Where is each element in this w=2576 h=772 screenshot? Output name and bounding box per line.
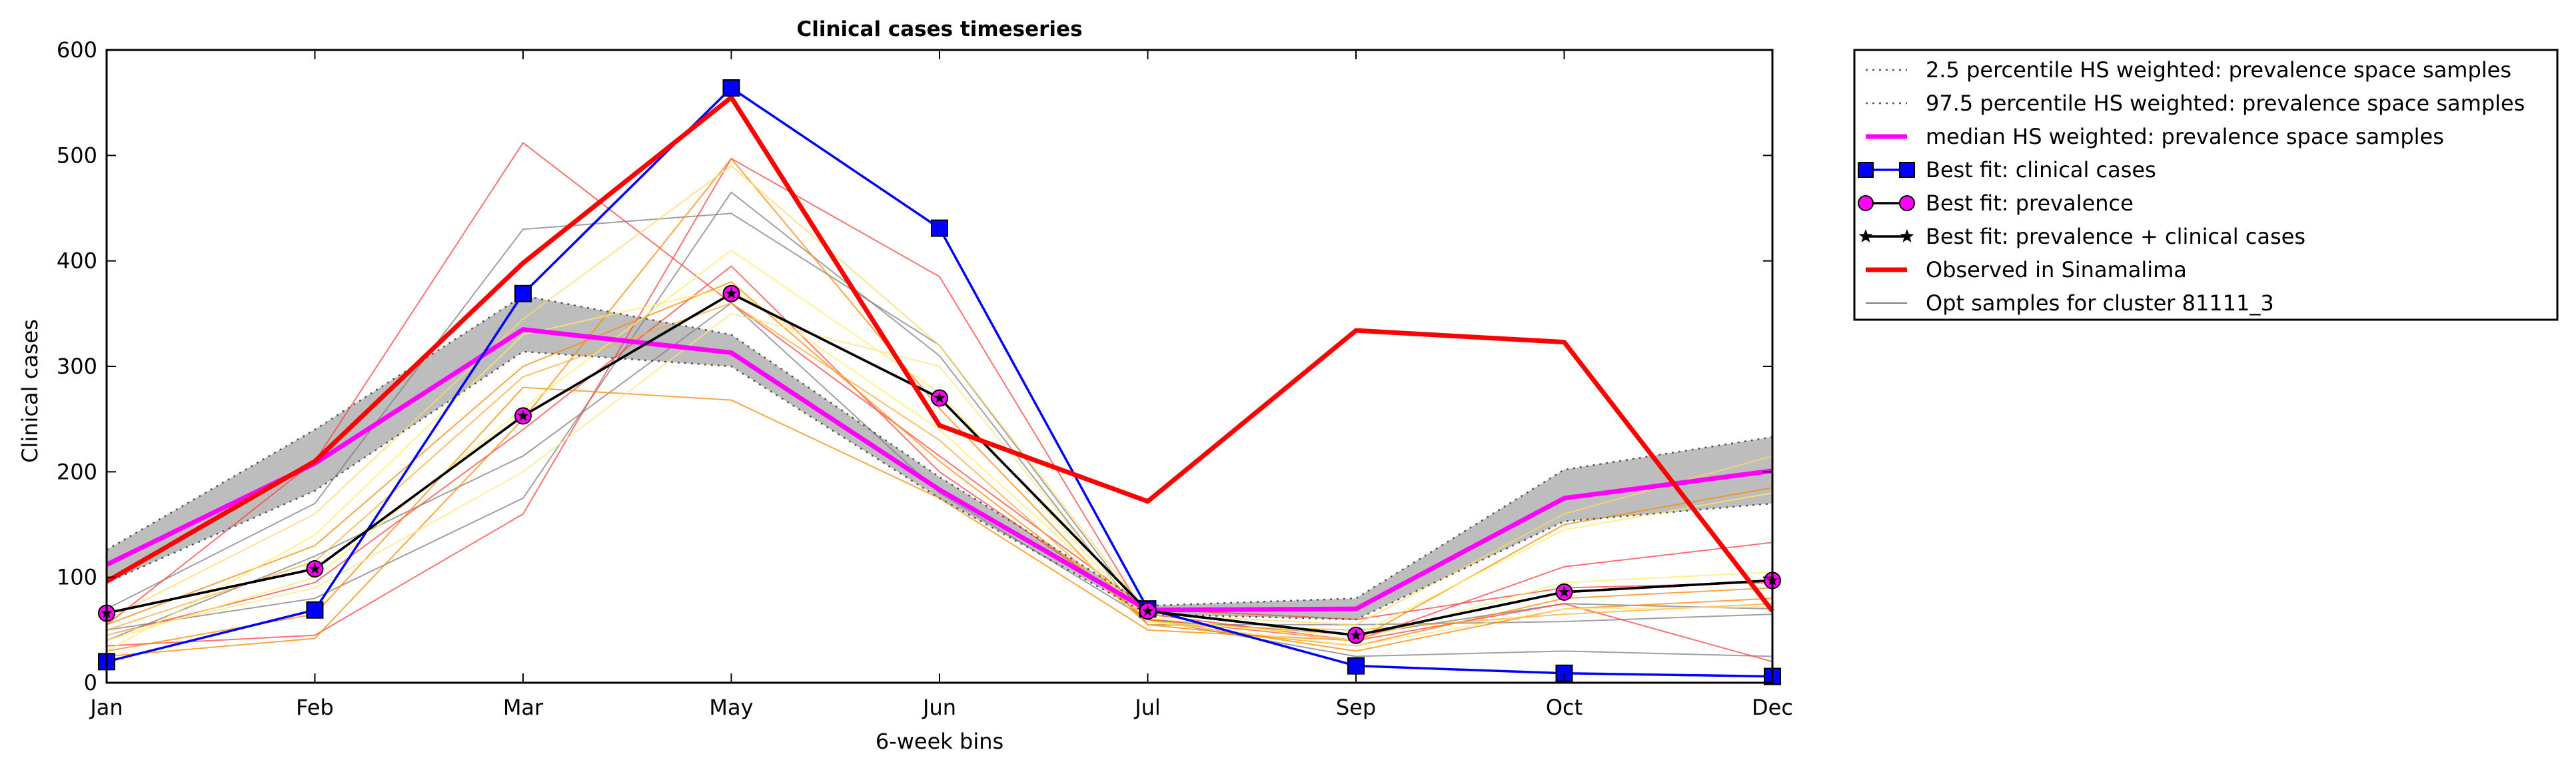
combined-fit-point (725, 287, 738, 298)
combined-fit-point (934, 392, 946, 403)
y-tick-label: 0 (84, 670, 97, 695)
x-tick-label: Sep (1336, 695, 1376, 720)
legend-label: Best fit: clinical cases (1926, 157, 2156, 183)
y-tick-label: 200 (57, 459, 97, 484)
sample-trace-5 (106, 265, 1773, 663)
y-axis-label: Clinical cases (17, 319, 43, 463)
combined-fit-point (517, 410, 529, 421)
clinical-fit-point (514, 284, 532, 302)
clinical-fit-point (1347, 657, 1365, 675)
legend-label: Opt samples for cluster 81111_3 (1926, 290, 2274, 316)
legend-label: 2.5 percentile HS weighted: prevalence s… (1926, 57, 2511, 83)
x-tick-label: Oct (1546, 695, 1583, 720)
axis-ticks (106, 49, 1773, 683)
sample-trace-12 (106, 286, 1773, 652)
series-line-3 (106, 87, 1773, 678)
legend-entry: 97.5 percentile HS weighted: prevalence … (1866, 91, 2525, 116)
x-tick-label: Jul (1133, 695, 1161, 720)
y-tick-label: 400 (57, 248, 97, 274)
legend-entry: Observed in Sinamalima (1866, 257, 2187, 282)
legend-label: Observed in Sinamalima (1926, 257, 2187, 282)
legend-label: median HS weighted: prevalence space sam… (1926, 124, 2444, 149)
combined-fit-point (309, 563, 321, 574)
legend-entry: Best fit: clinical cases (1858, 157, 2156, 183)
legend: 2.5 percentile HS weighted: prevalence s… (1853, 49, 2559, 321)
legend-marker (1899, 162, 1915, 178)
series-line-2 (105, 327, 1773, 613)
x-tick-label: Dec (1752, 695, 1793, 720)
legend-marker (1858, 162, 1874, 178)
legend-entry: Opt samples for cluster 81111_3 (1866, 290, 2274, 316)
sample-trace-10 (106, 165, 1773, 625)
percentile-band (107, 295, 1772, 619)
sample-trace-13 (106, 312, 1773, 647)
combined-fit-point (1141, 605, 1154, 616)
x-axis-label: 6-week bins (876, 729, 1003, 754)
legend-frame (1853, 49, 2559, 321)
y-tick-label: 600 (57, 37, 97, 63)
legend-marker (1858, 229, 1873, 242)
chart-title: Clinical cases timeseries (796, 17, 1082, 41)
x-tick-label: Jun (922, 695, 956, 720)
legend-entry: 2.5 percentile HS weighted: prevalence s… (1866, 57, 2511, 83)
sample-trace-3 (106, 157, 1773, 647)
legend-label: 97.5 percentile HS weighted: prevalence … (1926, 91, 2525, 116)
sample-traces (106, 141, 1773, 663)
series-lines (105, 87, 1774, 678)
legend-entry: Best fit: prevalence + clinical cases (1858, 224, 2305, 249)
sample-trace-6 (106, 157, 1773, 657)
y-tick-labels: 0 100 200 300 400 500 600 (57, 37, 97, 695)
clinical-fit-point (931, 219, 948, 237)
y-tick-label: 500 (57, 143, 97, 168)
clinical-fit-point (722, 79, 740, 97)
legend-entry: median HS weighted: prevalence space sam… (1866, 124, 2444, 149)
x-tick-label: Feb (296, 695, 334, 720)
legend-entry: Best fit: prevalence (1858, 191, 2134, 216)
sample-trace-9 (106, 302, 1773, 631)
y-tick-label: 300 (57, 354, 97, 379)
legend-label: Best fit: prevalence + clinical cases (1926, 224, 2305, 249)
legend-marker (1900, 229, 1914, 242)
x-tick-label: Mar (503, 695, 544, 720)
band-area (107, 295, 1772, 619)
legend-marker (1858, 195, 1874, 211)
x-tick-label: May (709, 695, 753, 720)
sample-trace-8 (106, 281, 1773, 652)
clinical-fit-point (306, 601, 324, 619)
x-tick-labels: Jan Feb Mar May Jun Jul Sep Oct Dec (89, 695, 1793, 720)
series-line-6 (105, 95, 1774, 613)
sample-trace-4 (106, 141, 1773, 625)
combined-fit-point (1350, 629, 1362, 640)
legend-label: Best fit: prevalence (1926, 191, 2134, 216)
legend-marker (1899, 195, 1915, 211)
y-tick-label: 100 (57, 565, 97, 590)
x-tick-label: Jan (89, 695, 123, 720)
combined-fit-point (1558, 585, 1571, 597)
series-line-0 (106, 350, 1773, 621)
